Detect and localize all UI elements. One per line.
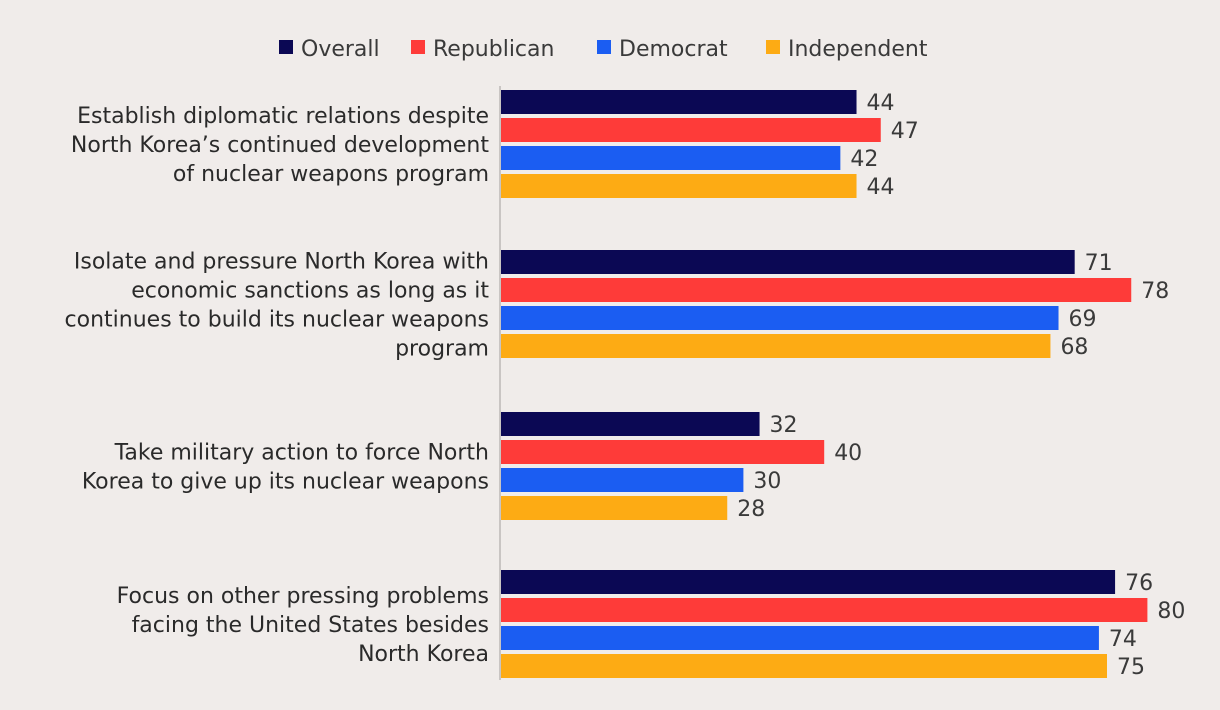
value-label-republican-4: 80 xyxy=(1157,599,1185,624)
bar-democrat-1 xyxy=(501,146,841,170)
category-label-line: North Korea xyxy=(358,642,489,667)
category-label-line: facing the United States besides xyxy=(132,613,489,638)
bar-overall-4 xyxy=(501,570,1116,594)
value-label-democrat-2: 69 xyxy=(1069,307,1097,332)
value-label-overall-2: 71 xyxy=(1085,251,1113,276)
legend-label-democrat: Democrat xyxy=(619,37,728,62)
legend-label-independent: Independent xyxy=(788,37,928,62)
bar-overall-2 xyxy=(501,250,1075,274)
value-label-republican-3: 40 xyxy=(834,441,862,466)
category-label-line: Focus on other pressing problems xyxy=(117,584,489,609)
category-label-line: North Korea’s continued development xyxy=(71,133,489,158)
category-label-line: continues to build its nuclear weapons xyxy=(65,308,489,333)
value-label-independent-3: 28 xyxy=(737,497,765,522)
category-label-1: Establish diplomatic relations despite No… xyxy=(71,104,489,187)
category-label-line: Take military action to force North xyxy=(114,441,489,466)
bar-republican-1 xyxy=(501,118,881,142)
bar-republican-3 xyxy=(501,440,825,464)
category-label-2: Isolate and pressure North Korea with eco… xyxy=(65,250,490,362)
bar-democrat-3 xyxy=(501,468,744,492)
value-label-independent-2: 68 xyxy=(1060,335,1088,360)
value-label-democrat-4: 74 xyxy=(1109,627,1137,652)
category-label-line: of nuclear weapons program xyxy=(173,162,489,187)
category-label-3: Take military action to force North Korea… xyxy=(82,441,489,495)
legend-swatch-republican xyxy=(411,40,425,54)
bars xyxy=(501,90,1148,678)
bar-republican-2 xyxy=(501,278,1132,302)
legend-label-overall: Overall xyxy=(301,37,380,62)
value-label-republican-1: 47 xyxy=(891,119,919,144)
category-label-line: Isolate and pressure North Korea with xyxy=(74,250,489,275)
bar-independent-3 xyxy=(501,496,728,520)
category-label-line: program xyxy=(395,337,489,362)
bar-independent-4 xyxy=(501,654,1107,678)
legend: Overall Republican Democrat Independent xyxy=(279,37,928,62)
legend-label-republican: Republican xyxy=(433,37,554,62)
value-label-overall-4: 76 xyxy=(1125,571,1153,596)
value-label-independent-4: 75 xyxy=(1117,655,1145,680)
category-label-line: Establish diplomatic relations despite xyxy=(77,104,489,129)
bar-independent-1 xyxy=(501,174,857,198)
value-label-democrat-3: 30 xyxy=(753,469,781,494)
bar-overall-1 xyxy=(501,90,857,114)
value-label-republican-2: 78 xyxy=(1141,279,1169,304)
bar-republican-4 xyxy=(501,598,1148,622)
bar-democrat-2 xyxy=(501,306,1059,330)
category-label-line: Korea to give up its nuclear weapons xyxy=(82,470,489,495)
value-label-independent-1: 44 xyxy=(867,175,895,200)
category-label-line: economic sanctions as long as it xyxy=(131,279,489,304)
category-label-4: Focus on other pressing problems facing t… xyxy=(117,584,489,667)
legend-swatch-independent xyxy=(766,40,780,54)
bar-overall-3 xyxy=(501,412,760,436)
bar-democrat-4 xyxy=(501,626,1099,650)
value-label-democrat-1: 42 xyxy=(850,147,878,172)
value-label-overall-3: 32 xyxy=(770,413,798,438)
legend-swatch-democrat xyxy=(597,40,611,54)
category-labels: Establish diplomatic relations despite No… xyxy=(65,104,490,667)
legend-swatch-overall xyxy=(279,40,293,54)
value-label-overall-1: 44 xyxy=(867,91,895,116)
bar-independent-2 xyxy=(501,334,1051,358)
